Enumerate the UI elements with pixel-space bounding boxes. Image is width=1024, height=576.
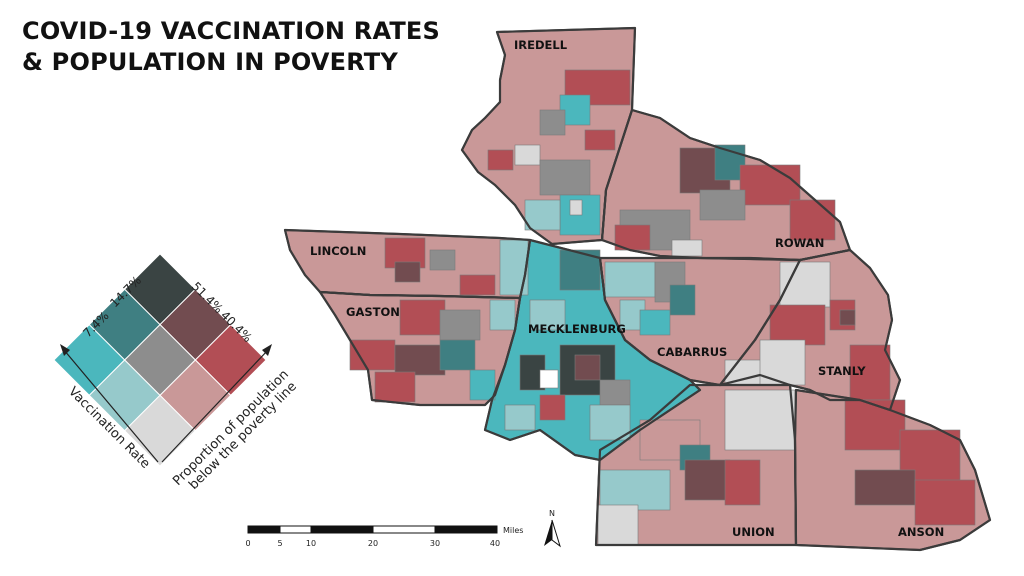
tract [789,199,836,241]
tract-patches [349,69,976,546]
tract [639,309,671,336]
poverty-axis-arrow [262,344,272,356]
tract [439,309,481,341]
scale-bar: 0 5 10 20 30 40 Miles [245,525,523,548]
tract [574,354,601,381]
tract [589,404,631,441]
scale-tick-20: 20 [368,539,378,548]
tract [499,239,529,296]
tract [399,299,446,336]
label-gaston: GASTON [346,305,400,319]
title-line-1: COVID-19 VACCINATION RATES [22,17,441,45]
north-label: N [549,509,555,518]
tract [671,239,703,257]
tract [597,504,639,546]
tract [724,459,761,506]
tract [374,371,416,403]
tract [684,459,731,501]
map-title: COVID-19 VACCINATION RATES & POPULATION … [22,16,440,78]
tract [739,164,801,206]
legend-cell [123,394,197,467]
scale-tick-0: 0 [245,539,250,548]
tract [724,389,796,451]
vaccination-axis-line [63,349,159,463]
tract [539,159,591,196]
tract [524,199,561,231]
tract [669,284,696,316]
county-labels: IREDELL ROWAN LINCOLN GASTON MECKLENBURG… [310,38,944,539]
tract [489,299,516,331]
scale-tick-5: 5 [277,539,282,548]
tract [514,144,541,166]
tract [394,261,421,283]
label-rowan: ROWAN [775,236,824,250]
label-cabarrus: CABARRUS [657,345,727,359]
tract [487,149,514,171]
tract [599,469,671,511]
county-borders [283,26,992,552]
label-anson: ANSON [898,525,944,539]
label-iredell: IREDELL [514,38,568,52]
tract [539,369,559,389]
label-mecklenburg: MECKLENBURG [528,322,626,336]
tract [699,189,746,221]
tract [429,249,456,271]
tract [599,379,631,406]
title-line-2: & POPULATION IN POVERTY [22,48,398,76]
north-arrow-icon: N [544,509,561,548]
tract [469,369,496,401]
tract [584,129,616,151]
vaccination-axis-arrow [60,344,70,356]
poverty-axis-line [161,349,269,463]
scale-tick-30: 30 [430,539,440,548]
tract [914,479,976,526]
tract [604,261,656,298]
bivariate-legend: 7.4% 14.7% 51.4% 40.4% Vaccination Rate … [53,253,300,493]
label-lincoln: LINCOLN [310,244,366,258]
tract [349,339,396,371]
scale-tick-40: 40 [490,539,500,548]
tract [769,304,826,346]
tract [459,274,496,296]
tract [849,344,891,401]
tract [394,344,446,376]
tract [854,469,916,506]
tract [539,109,566,136]
tract [724,359,766,386]
label-union: UNION [732,525,775,539]
tract [439,339,476,371]
tract [839,309,856,326]
tract [844,399,906,451]
label-stanly: STANLY [818,364,866,378]
tract [539,394,566,421]
tract [569,199,583,216]
scale-tick-10: 10 [306,539,316,548]
tract [529,299,566,331]
scale-unit: Miles [503,526,523,535]
tract [504,404,536,431]
